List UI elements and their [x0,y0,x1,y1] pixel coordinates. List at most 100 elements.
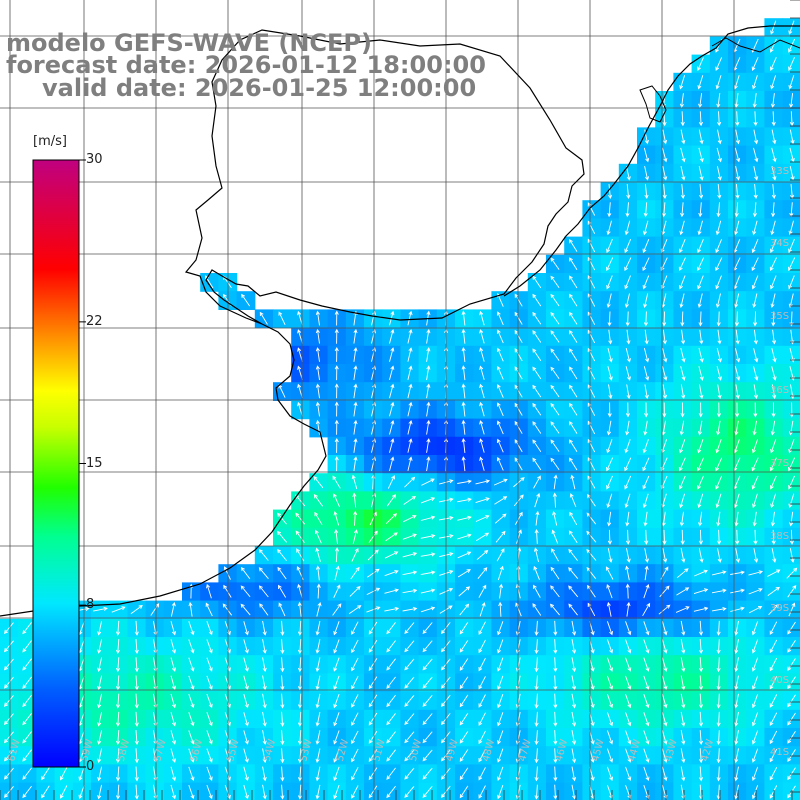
wind-arrow [770,20,777,35]
wind-arrow [771,347,777,363]
wind-arrow [771,384,777,400]
wind-arrow [315,639,321,654]
wind-arrow [59,767,68,781]
wind-arrow [459,749,469,762]
wind-arrow [643,311,648,327]
wind-arrow [387,475,395,489]
wind-arrow [188,675,195,690]
wind-arrow [422,786,433,798]
wind-arrow [134,620,139,636]
wind-arrow [334,401,339,417]
wind-arrow [277,548,287,561]
lagoon-coastline [639,85,667,123]
wind-arrow [680,675,686,691]
wind-arrow [532,348,542,361]
wind-arrow [386,658,396,671]
wind-arrow [769,676,778,690]
wind-arrow [461,310,466,326]
wind-arrow [386,676,396,689]
wind-arrow [607,548,613,563]
lat-label: 33S [770,166,789,177]
wind-arrow [115,675,121,691]
wind-arrow [315,419,320,435]
wind-arrow [662,548,668,563]
wind-arrow [676,587,690,596]
wind-arrow [262,620,267,636]
wind-arrow [514,439,523,453]
wind-arrow [717,329,722,345]
wind-arrow [550,585,560,598]
wind-arrow [717,184,722,200]
wind-arrow [407,347,413,362]
wind-arrow [569,293,578,307]
wind-arrow [384,588,400,594]
wind-arrow [476,549,489,561]
wind-arrow [461,456,466,472]
wind-arrow [730,588,745,594]
wind-arrow [497,621,504,636]
lat-label: 34S [770,238,789,249]
wind-arrow [404,676,415,689]
wind-arrow [402,552,418,558]
wind-arrow [241,293,251,307]
wind-arrow [170,766,177,782]
wind-arrow [422,640,433,653]
brazil-coastline [503,25,800,297]
wind-arrow [297,766,303,782]
wind-arrow [97,693,103,709]
wind-arrow [679,511,684,527]
wind-arrow [258,548,269,561]
wind-arrow [351,712,359,726]
wind-arrow [334,565,340,581]
wind-arrow [698,748,704,764]
wind-arrow [243,621,249,636]
wind-arrow [535,510,540,526]
wind-arrow [407,328,413,344]
wind-arrow [769,38,777,53]
wind-arrow [115,766,121,782]
wind-arrow [642,220,649,236]
wind-arrow [534,675,539,691]
wind-arrow [697,457,705,472]
wind-arrow [297,601,302,617]
wind-arrow [479,456,485,471]
wind-arrow [642,602,651,617]
wind-arrow [767,586,780,596]
wind-arrow [315,310,320,326]
wind-arrow [384,569,399,577]
wind-arrow [788,20,795,35]
wind-arrow [386,731,396,744]
wind-arrow [478,785,486,799]
wind-arrow [333,712,340,727]
wind-arrow [769,475,777,490]
wind-arrow [675,606,690,613]
wind-arrow [624,220,631,236]
wind-cell [782,345,800,365]
wind-arrow [606,766,614,781]
wind-arrow [280,693,285,709]
wind-arrow [426,365,431,381]
wind-arrow [368,694,378,708]
wind-arrow [606,475,613,490]
wind-arrow [697,439,704,454]
wind-arrow [608,184,613,200]
wind-arrow [243,748,249,763]
wind-arrow [768,604,780,616]
wind-arrow [334,419,339,435]
wind-arrow [206,784,213,800]
wind-arrow [644,329,649,345]
wind-arrow [404,640,415,653]
wind-arrow [476,532,490,541]
wind-arrow [493,478,508,486]
wind-arrow [716,639,721,655]
wind-arrow [625,583,630,599]
wind-arrow [494,496,508,505]
wind-arrow [22,676,32,689]
wind-arrow [642,457,650,472]
wind-arrow [770,493,777,509]
wind-arrow [497,748,504,763]
wind-arrow [752,493,758,509]
wind-arrow [97,730,103,745]
wind-arrow [734,420,739,436]
